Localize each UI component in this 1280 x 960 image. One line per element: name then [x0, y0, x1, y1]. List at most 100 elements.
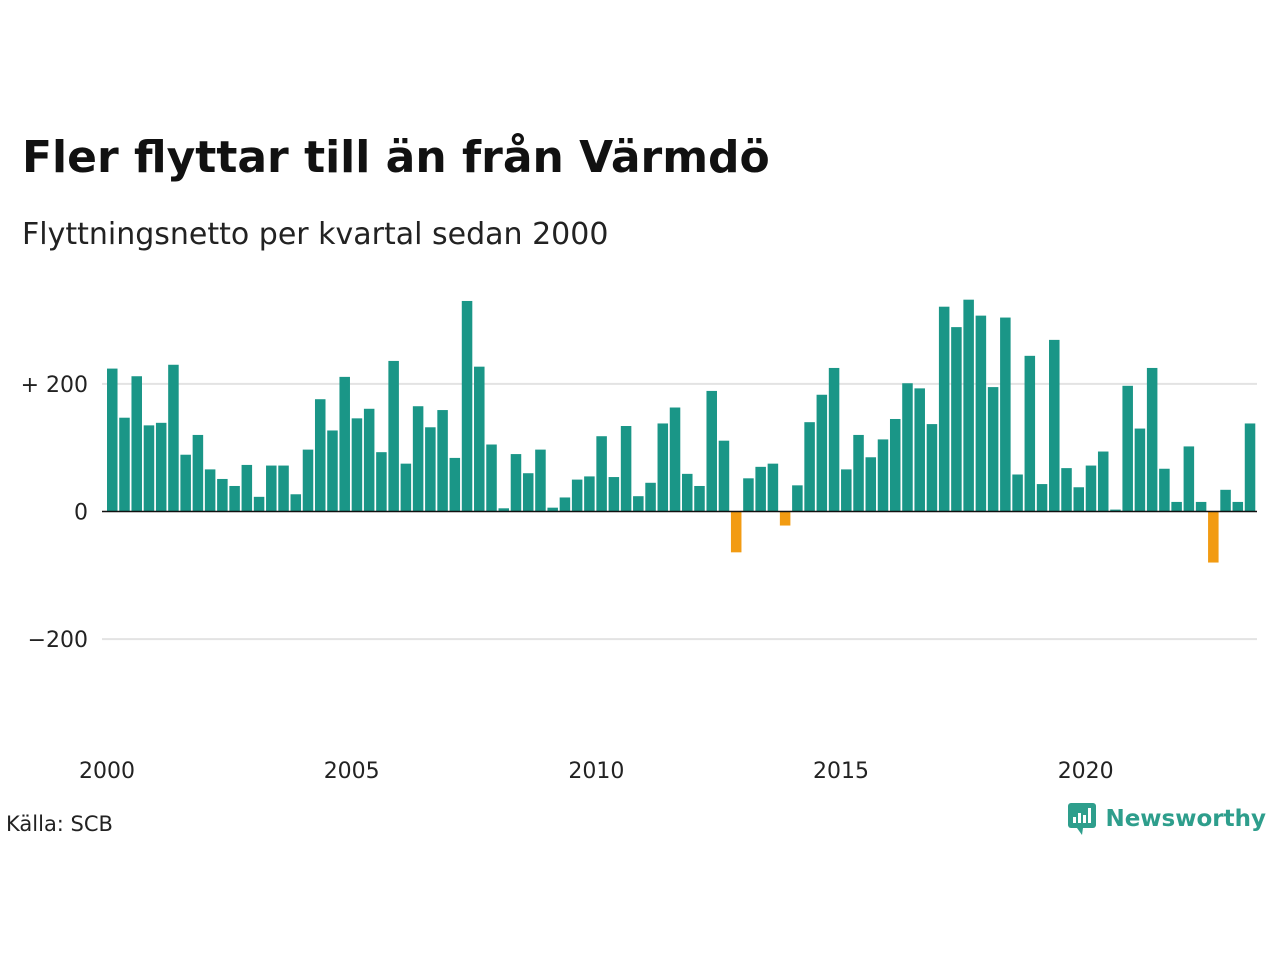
bar — [339, 376, 350, 512]
brand-logo[interactable]: Newsworthy — [1067, 802, 1266, 836]
bar — [669, 407, 681, 512]
bar — [486, 444, 497, 512]
bars — [107, 299, 1256, 563]
bar-chart: + 200 0 −200 2000 2005 2010 2015 2020 — [21, 299, 1257, 784]
bar — [828, 367, 840, 512]
y-axis: + 200 0 −200 — [21, 373, 88, 653]
bar — [682, 473, 693, 512]
bar — [131, 376, 142, 512]
bar — [547, 507, 558, 512]
bar — [192, 434, 204, 512]
bar — [449, 457, 461, 512]
bar — [559, 497, 571, 512]
bar — [1073, 487, 1085, 512]
bar — [877, 439, 889, 512]
bar — [584, 476, 595, 512]
bar — [510, 454, 522, 512]
bar — [155, 422, 167, 512]
bar — [1195, 501, 1207, 512]
bar — [1000, 317, 1011, 512]
bar — [767, 463, 779, 512]
bar — [107, 368, 118, 512]
bar — [657, 423, 669, 512]
gridlines — [102, 382, 1257, 641]
bar — [204, 469, 216, 512]
bar — [1049, 339, 1060, 512]
bar — [596, 436, 607, 512]
bar — [608, 477, 620, 512]
bar — [437, 410, 448, 512]
bar — [914, 388, 925, 512]
x-tick-label: 2000 — [79, 759, 135, 784]
x-tick-label: 2005 — [324, 759, 380, 784]
bar — [1122, 385, 1133, 512]
bar — [143, 425, 155, 512]
bar — [620, 426, 632, 512]
bar — [1146, 367, 1158, 512]
x-tick-label: 2010 — [568, 759, 624, 784]
bar — [1183, 446, 1195, 512]
bar — [755, 466, 766, 512]
bar — [180, 454, 191, 512]
bar — [730, 511, 742, 553]
bar — [217, 478, 228, 512]
brand-name: Newsworthy — [1105, 806, 1266, 832]
bar — [1110, 509, 1121, 512]
bar — [1061, 468, 1072, 512]
bar — [718, 440, 730, 512]
bar — [633, 496, 644, 512]
bar — [865, 457, 877, 512]
bar — [1220, 489, 1231, 512]
bar — [266, 465, 277, 512]
bar — [1036, 484, 1048, 512]
bar — [314, 399, 326, 512]
chart-subtitle: Flyttningsnetto per kvartal sedan 2000 — [22, 217, 609, 252]
y-tick-label: 0 — [74, 501, 88, 526]
bar — [363, 408, 375, 512]
bar — [938, 306, 950, 512]
bar — [119, 417, 130, 512]
bar — [1134, 428, 1146, 512]
bar — [1208, 511, 1219, 563]
newsworthy-logo-icon — [1068, 803, 1097, 835]
bar — [241, 464, 253, 512]
bar — [963, 299, 974, 512]
bar — [779, 511, 791, 526]
bar — [168, 364, 179, 512]
bar — [951, 327, 962, 512]
bar — [278, 465, 289, 512]
bar — [425, 427, 436, 512]
bar — [1232, 501, 1244, 512]
bar — [902, 383, 913, 512]
bar — [853, 434, 864, 512]
y-tick-label: + 200 — [21, 373, 88, 398]
bar — [706, 390, 717, 512]
bar — [388, 360, 399, 512]
x-tick-label: 2020 — [1058, 759, 1114, 784]
x-tick-label: 2015 — [813, 759, 869, 784]
bar — [889, 418, 901, 512]
bar — [694, 485, 705, 512]
bar — [461, 300, 473, 512]
bar — [1171, 501, 1182, 512]
bar — [816, 394, 828, 512]
bar — [229, 485, 240, 512]
bar — [571, 479, 583, 512]
bar — [253, 496, 265, 512]
bar — [645, 482, 656, 512]
bar — [351, 418, 363, 512]
bar — [522, 473, 534, 512]
bar — [987, 387, 999, 512]
y-tick-label: −200 — [28, 628, 88, 653]
bar — [327, 430, 338, 512]
x-axis: 2000 2005 2010 2015 2020 — [79, 759, 1114, 784]
bar — [412, 406, 424, 512]
bar — [498, 508, 510, 512]
chart-title: Fler flyttar till än från Värmdö — [22, 132, 770, 183]
bar — [1097, 451, 1109, 512]
bar — [290, 494, 302, 512]
bar — [975, 315, 987, 512]
bar — [1159, 468, 1170, 512]
bar — [792, 485, 803, 512]
bar — [535, 449, 546, 512]
